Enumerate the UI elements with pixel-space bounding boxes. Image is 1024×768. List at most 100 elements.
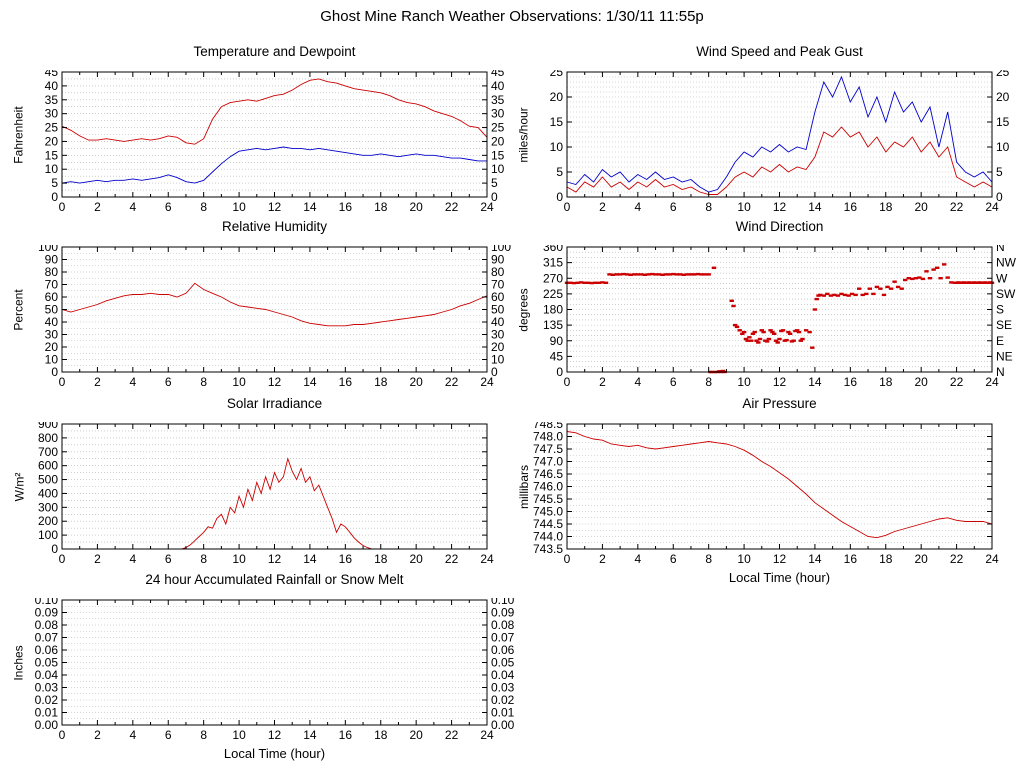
svg-text:10: 10 [45, 162, 59, 176]
chart-title: Wind Direction [735, 219, 824, 234]
svg-text:22: 22 [950, 375, 964, 389]
svg-text:20: 20 [409, 728, 423, 742]
svg-text:10: 10 [232, 728, 246, 742]
svg-text:4: 4 [129, 552, 136, 566]
svg-text:40: 40 [45, 79, 59, 93]
svg-text:2: 2 [94, 728, 101, 742]
svg-text:180: 180 [543, 303, 563, 317]
svg-text:0.04: 0.04 [491, 668, 515, 682]
svg-text:16: 16 [844, 552, 858, 566]
svg-text:0: 0 [59, 200, 66, 214]
chart-title: Solar Irradiance [226, 396, 323, 411]
svg-text:14: 14 [303, 375, 317, 389]
chart-relative-humidity: Relative Humidity Percent 0 2 4 6 8 10 12 14 16 1… [12, 219, 526, 415]
svg-text:24: 24 [480, 200, 494, 214]
x-axis-label: Local Time (hour) [223, 746, 326, 761]
svg-text:18: 18 [879, 200, 893, 214]
svg-text:80: 80 [45, 265, 59, 279]
svg-text:0: 0 [51, 542, 58, 556]
svg-text:16: 16 [844, 375, 858, 389]
page-title: Ghost Mine Ranch Weather Observations: 1… [320, 8, 704, 25]
svg-text:30: 30 [491, 107, 505, 121]
svg-text:60: 60 [491, 290, 505, 304]
svg-text:0.02: 0.02 [491, 693, 515, 707]
svg-text:746.0: 746.0 [533, 480, 563, 494]
svg-text:15: 15 [550, 115, 564, 129]
svg-text:6: 6 [165, 728, 172, 742]
svg-text:744.0: 744.0 [533, 530, 563, 544]
svg-text:6: 6 [165, 375, 172, 389]
svg-text:225: 225 [543, 287, 563, 301]
svg-text:10: 10 [737, 200, 751, 214]
svg-text:270: 270 [543, 271, 563, 285]
svg-text:14: 14 [808, 200, 822, 214]
svg-text:8: 8 [200, 552, 207, 566]
svg-text:70: 70 [45, 278, 59, 292]
chart-rainfall: 24 hour Accumulated Rainfall or Snow Mel… [12, 572, 526, 768]
svg-text:745.5: 745.5 [533, 492, 563, 506]
svg-text:25: 25 [550, 70, 564, 79]
svg-text:12: 12 [268, 728, 282, 742]
svg-text:45: 45 [550, 349, 564, 363]
svg-text:20: 20 [45, 134, 59, 148]
svg-text:22: 22 [950, 200, 964, 214]
svg-text:0: 0 [59, 728, 66, 742]
svg-text:16: 16 [339, 375, 353, 389]
svg-text:743.5: 743.5 [533, 542, 563, 556]
chart-air-pressure: Air Pressure millibars 0 2 4 6 8 10 12 14 16 18 20… [517, 396, 1024, 592]
svg-text:8: 8 [705, 552, 712, 566]
svg-text:12: 12 [773, 552, 787, 566]
svg-text:100: 100 [38, 245, 58, 254]
svg-text:10: 10 [491, 162, 505, 176]
svg-text:0.10: 0.10 [491, 598, 515, 607]
svg-text:10: 10 [550, 140, 564, 154]
svg-text:60: 60 [45, 290, 59, 304]
svg-text:14: 14 [303, 728, 317, 742]
svg-text:100: 100 [491, 245, 511, 254]
svg-text:15: 15 [45, 148, 59, 162]
svg-text:S: S [996, 303, 1004, 317]
svg-text:0.05: 0.05 [35, 656, 59, 670]
svg-text:22: 22 [445, 200, 459, 214]
svg-text:400: 400 [38, 486, 58, 500]
svg-text:10: 10 [737, 552, 751, 566]
svg-text:20: 20 [550, 90, 564, 104]
svg-text:10: 10 [491, 353, 505, 367]
svg-text:0.03: 0.03 [35, 681, 59, 695]
svg-text:0: 0 [491, 365, 498, 379]
svg-text:100: 100 [38, 528, 58, 542]
svg-text:0: 0 [51, 190, 58, 204]
svg-text:10: 10 [232, 375, 246, 389]
svg-text:20: 20 [491, 134, 505, 148]
svg-text:20: 20 [914, 375, 928, 389]
svg-text:45: 45 [45, 70, 59, 79]
svg-text:15: 15 [996, 115, 1010, 129]
chart-title: Wind Speed and Peak Gust [696, 44, 863, 59]
svg-text:18: 18 [374, 552, 388, 566]
svg-text:8: 8 [705, 375, 712, 389]
svg-text:35: 35 [491, 93, 505, 107]
svg-text:0.09: 0.09 [35, 606, 59, 620]
svg-text:748.5: 748.5 [533, 422, 563, 431]
svg-text:25: 25 [996, 70, 1010, 79]
svg-text:744.5: 744.5 [533, 517, 563, 531]
svg-text:747.5: 747.5 [533, 442, 563, 456]
svg-text:8: 8 [200, 375, 207, 389]
svg-text:N: N [996, 245, 1005, 254]
svg-text:24: 24 [480, 552, 494, 566]
svg-text:0.07: 0.07 [491, 631, 515, 645]
chart-solar-irradiance: Solar Irradiance W/m² 0 2 4 6 8 10 12 14 16 18 20 2… [12, 396, 526, 592]
svg-text:20: 20 [996, 90, 1010, 104]
svg-text:10: 10 [737, 375, 751, 389]
svg-text:24: 24 [985, 375, 999, 389]
svg-text:90: 90 [491, 253, 505, 267]
svg-text:80: 80 [491, 265, 505, 279]
svg-text:24: 24 [985, 200, 999, 214]
svg-text:70: 70 [491, 278, 505, 292]
chart-wind-direction: Wind Direction degrees 0 2 4 6 8 10 12 14 16 18 20… [517, 219, 1024, 415]
svg-text:0.03: 0.03 [491, 681, 515, 695]
